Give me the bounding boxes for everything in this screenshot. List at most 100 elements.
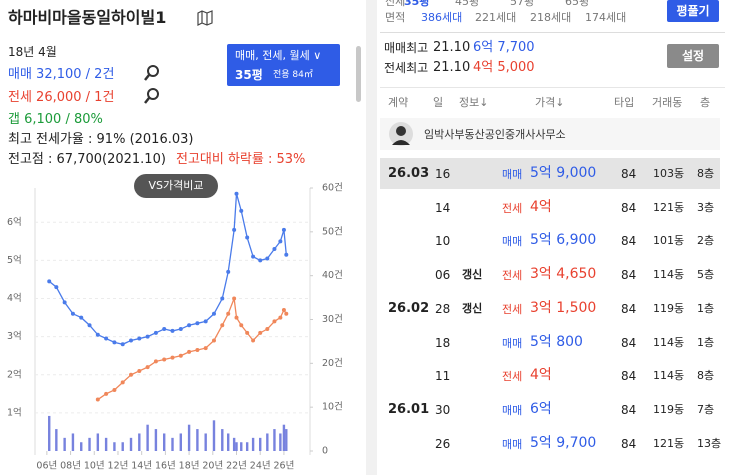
y2-tick-label: 20건 — [322, 358, 343, 369]
building: 121동 — [653, 200, 685, 214]
price-point — [112, 388, 117, 393]
volume-bar — [121, 442, 124, 451]
area-households: 221세대 — [475, 11, 517, 24]
contract-month: 26.03 — [388, 166, 430, 181]
unit-type: 84 — [621, 234, 637, 249]
y-tick-label: 3억 — [7, 330, 22, 342]
building: 121동 — [653, 436, 685, 450]
deal-kind: 매매 — [502, 168, 523, 181]
period: 18년 4월 — [8, 45, 57, 59]
area-households: 386세대 — [421, 11, 463, 24]
unit-type: 84 — [621, 301, 637, 316]
unit-type: 84 — [621, 402, 637, 417]
price-point — [120, 380, 125, 385]
filter-kinds: 매매, 전세, 월세 ∨ — [235, 49, 322, 62]
unfold-button[interactable]: 평풀기 — [667, 0, 719, 22]
jeonse-high-label: 전세최고 — [384, 61, 429, 75]
agent-name: 임박사부동산공인중개사사무소 — [424, 128, 566, 141]
volume-bar — [71, 433, 75, 451]
price-point — [95, 397, 100, 402]
y2-tick-label: 50건 — [322, 226, 343, 237]
settings-button[interactable]: 설정 — [667, 44, 719, 68]
drop: 전고대비 하락률 : 53% — [176, 152, 306, 167]
price-point — [281, 227, 286, 232]
deal-kind: 매매 — [502, 403, 523, 417]
floor: 3층 — [697, 200, 715, 214]
price-point — [145, 365, 150, 370]
x-tick-label: 18년 — [179, 461, 200, 472]
volume-bar — [104, 437, 108, 451]
jeonse-high-date: 21.10 — [433, 60, 471, 75]
price-point — [79, 315, 84, 320]
deal-kind: 전세 — [502, 201, 523, 215]
search-icons[interactable] — [143, 64, 161, 108]
max-ratio: 최고 전세가율 : 91% (2016.03) — [8, 132, 194, 147]
sale-high-date: 21.10 — [433, 40, 471, 55]
contract-day: 10 — [435, 234, 451, 249]
price-point — [239, 208, 244, 213]
building: 114동 — [653, 335, 685, 349]
price-point — [220, 296, 225, 301]
separator — [380, 32, 725, 33]
volume-bar — [227, 433, 230, 451]
price-point — [87, 323, 92, 328]
contract-day: 16 — [435, 167, 451, 181]
sale-high-label: 매매최고 — [384, 41, 429, 55]
floor: 1층 — [697, 335, 715, 349]
price-point — [162, 357, 167, 362]
price-point — [239, 323, 244, 328]
price-point — [170, 355, 175, 360]
building: 103동 — [653, 167, 685, 180]
selected-row[interactable] — [380, 158, 720, 189]
scrollbar[interactable] — [356, 46, 361, 102]
volume-bar — [63, 437, 66, 451]
price-point — [178, 353, 183, 358]
deal-kind: 매매 — [502, 235, 523, 249]
price-point — [62, 300, 67, 305]
volume-bar — [282, 424, 286, 451]
deal-price: 5억 9,700 — [530, 434, 597, 451]
divider — [366, 0, 377, 475]
area-size: 45평 — [455, 0, 480, 8]
sale-high-price: 6억 7,700 — [473, 40, 535, 55]
x-tick-label: 16년 — [155, 461, 176, 472]
deal-kind: 전세 — [502, 302, 523, 316]
unit-type: 84 — [621, 167, 637, 181]
area-households: 218세대 — [530, 11, 572, 24]
price-point — [187, 323, 192, 328]
deal-price: 5억 6,900 — [530, 232, 597, 249]
map-icon[interactable] — [196, 10, 214, 26]
price-point — [195, 347, 200, 352]
x-tick-label: 10년 — [84, 461, 105, 472]
filter-area: 전용 84㎡ — [273, 70, 313, 80]
x-tick-label: 12년 — [108, 461, 129, 472]
deal-price: 3억 1,500 — [530, 299, 597, 316]
y2-tick-label: 60건 — [322, 183, 343, 194]
compare-button[interactable]: VS가격비교 — [134, 174, 218, 198]
building: 119동 — [653, 402, 685, 416]
price-point — [265, 327, 270, 332]
deal-kind: 매매 — [502, 336, 523, 350]
x-tick-label: 20년 — [202, 461, 223, 472]
price-point — [120, 342, 125, 347]
deal-kind: 전세 — [502, 269, 523, 283]
price-point — [278, 315, 283, 320]
deal-price: 4억 — [530, 367, 552, 384]
filter-box[interactable]: 매매, 전세, 월세 ∨ 35평 전용 84㎡ — [227, 44, 340, 86]
price-point — [211, 311, 216, 316]
price-point — [129, 372, 134, 377]
column-header: 정보↓ — [459, 96, 489, 109]
area-size: 57평 — [510, 0, 535, 8]
deal-price: 5억 9,000 — [530, 165, 597, 181]
contract-day: 14 — [435, 200, 451, 215]
volume-bar — [251, 437, 255, 451]
y2-tick-label: 30건 — [322, 314, 343, 325]
price-point — [129, 338, 134, 343]
price-point — [195, 321, 200, 326]
column-header: 가격↓ — [535, 96, 565, 109]
contract-day: 11 — [435, 369, 451, 384]
agent-row[interactable]: 임박사부동산공인중개사사무소 — [380, 118, 720, 150]
y-tick-label: 5억 — [7, 254, 22, 266]
floor: 8층 — [697, 167, 715, 180]
separator — [380, 87, 725, 88]
